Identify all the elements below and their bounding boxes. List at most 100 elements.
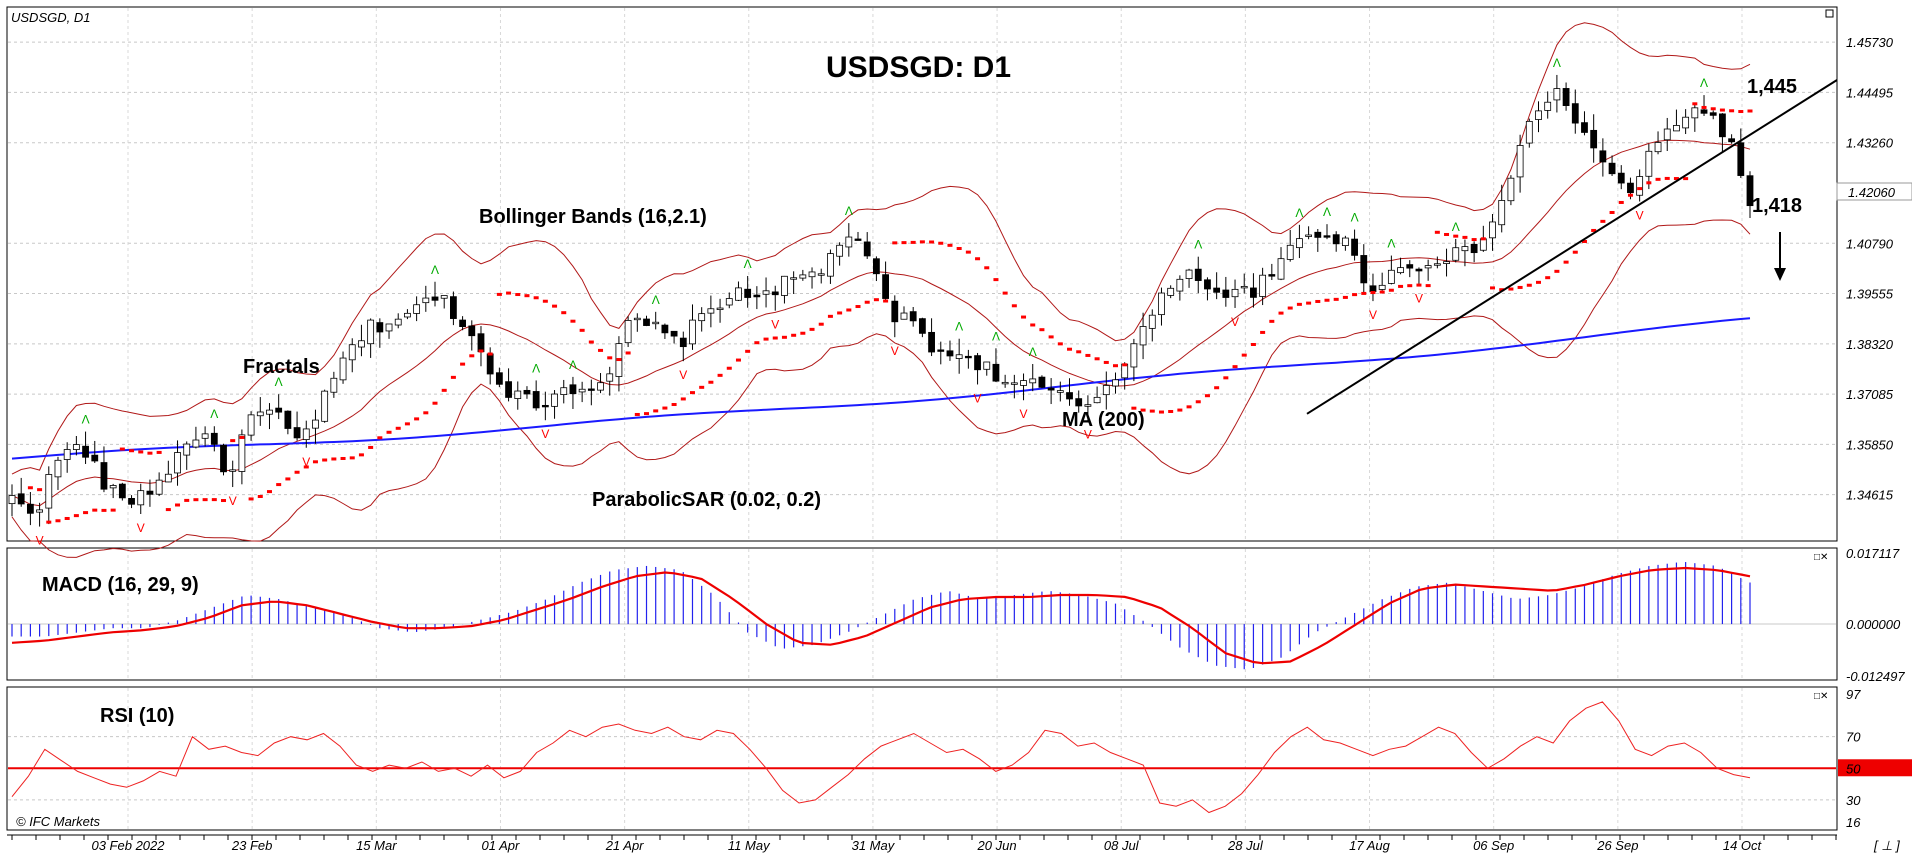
candle-body — [1066, 392, 1073, 400]
sar-dot — [1352, 293, 1358, 297]
candle-body — [449, 296, 457, 319]
sar-dot — [257, 494, 263, 498]
level-high-label: 1,445 — [1747, 76, 1797, 98]
sar-dot — [827, 314, 833, 318]
candle-body — [1204, 279, 1211, 290]
sar-dot — [27, 486, 33, 490]
candle-body — [1406, 264, 1414, 269]
candle-body — [82, 445, 89, 458]
chart-title: USDSGD: D1 — [826, 51, 1011, 84]
sar-dot — [1563, 260, 1569, 264]
sar-dot — [147, 451, 153, 455]
macd-y-tick: 0.017117 — [1846, 546, 1900, 561]
bollinger-middle — [11, 139, 1751, 507]
fractal-down-icon: V — [974, 391, 982, 405]
candle-body — [1581, 122, 1588, 133]
sar-dot — [1361, 291, 1367, 295]
sar-dot — [211, 498, 217, 502]
sar-dot — [55, 519, 61, 523]
candle-body — [1387, 269, 1395, 284]
sar-dot — [607, 356, 613, 360]
fractal-up-icon: Λ — [82, 413, 90, 427]
sar-dot — [1416, 283, 1422, 287]
candle-body — [633, 317, 641, 321]
fractal-down-icon: V — [891, 344, 899, 358]
candle-body — [1112, 379, 1119, 387]
sar-dot — [1177, 408, 1183, 412]
sar-dot — [37, 488, 43, 492]
fractal-up-icon: Λ — [1029, 345, 1037, 359]
sar-dot — [1241, 353, 1247, 357]
candle-body — [266, 409, 273, 415]
sar-dot — [671, 403, 677, 407]
candle-body — [1369, 285, 1377, 292]
x-tick-label: 15 Mar — [356, 838, 397, 853]
candle-body — [229, 469, 237, 472]
sar-dot — [1232, 365, 1238, 369]
sar-dot — [1581, 239, 1587, 243]
sar-dot — [598, 348, 604, 352]
candle-body — [1296, 238, 1303, 249]
sar-dot — [414, 417, 420, 421]
candle-body — [679, 337, 687, 348]
sar-dot — [487, 352, 493, 356]
fractal-down-icon: V — [229, 494, 237, 508]
candle-body — [385, 323, 393, 332]
candle-body — [1341, 237, 1349, 246]
sar-dot — [1250, 342, 1256, 346]
candle-body — [817, 273, 825, 276]
candle-body — [1673, 125, 1680, 132]
x-tick-label: 20 Jun — [977, 838, 1017, 853]
main-y-tick: 1.45730 — [1846, 35, 1894, 50]
sar-dot — [1434, 230, 1440, 234]
sar-dot — [1453, 234, 1459, 238]
fractal-down-icon: V — [541, 427, 549, 441]
candle-body — [1323, 235, 1331, 238]
sar-dot — [1673, 177, 1679, 181]
sar-dot — [1158, 410, 1164, 414]
sar-dot — [1324, 298, 1330, 302]
candle-body — [1590, 129, 1598, 149]
sar-dot — [322, 458, 328, 462]
x-tick-label: 21 Apr — [605, 838, 644, 853]
sar-dot — [965, 250, 971, 254]
sar-dot — [1333, 297, 1339, 301]
fractal-down-icon: V — [1636, 208, 1644, 222]
candle-body — [174, 452, 181, 474]
sar-dot — [395, 426, 401, 430]
candle-body — [1516, 145, 1524, 178]
candle-body — [597, 382, 604, 391]
sar-dot — [947, 243, 953, 247]
candle-body — [762, 290, 770, 295]
candle-body — [1029, 378, 1037, 384]
candle-body — [100, 462, 108, 490]
candle-body — [330, 377, 338, 393]
current-price-tag — [1836, 182, 1912, 201]
sar-dot — [331, 457, 337, 461]
bollinger-label: Bollinger Bands (16,2.1) — [479, 206, 707, 228]
sar-dot — [1471, 238, 1477, 242]
sar-dot — [202, 498, 208, 502]
sar-dot — [883, 299, 889, 303]
candle-body — [845, 236, 853, 248]
sar-dot — [1287, 306, 1293, 310]
candle-body — [1636, 176, 1644, 196]
sar-dot — [1085, 353, 1091, 357]
fractal-down-icon: V — [1020, 407, 1028, 421]
sar-dot — [1048, 335, 1054, 339]
main-y-tick: 1.40790 — [1846, 236, 1894, 251]
sar-dot — [1076, 350, 1082, 354]
sar-dot — [496, 292, 502, 296]
sar-dot — [644, 412, 650, 416]
sar-dot — [349, 456, 355, 460]
candle-body — [1654, 142, 1662, 153]
candle-body — [459, 319, 466, 328]
sar-dot — [404, 422, 410, 426]
sar-dot — [1738, 110, 1744, 114]
candle-body — [146, 490, 154, 495]
sar-dot — [1306, 301, 1312, 305]
candle-body — [137, 490, 145, 506]
fractal-up-icon: Λ — [431, 263, 439, 277]
sar-dot — [818, 322, 824, 326]
x-tick-label: 28 Jul — [1227, 838, 1264, 853]
